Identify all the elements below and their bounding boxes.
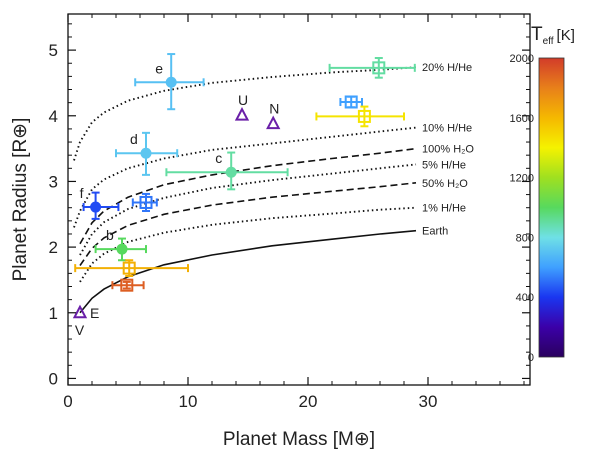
curve-label: 20% H/He	[422, 62, 472, 74]
planet-marker-circle	[116, 243, 128, 255]
planet-marker-square	[357, 109, 371, 123]
planet-label: d	[130, 131, 138, 147]
solar-system-planet: V	[75, 322, 85, 338]
solar-system-label: N	[269, 101, 279, 117]
curve-label: 1% H/He	[422, 203, 466, 215]
curve-5	[79, 206, 417, 283]
curve-6	[79, 229, 417, 314]
planet-point	[74, 259, 189, 277]
planet-point	[131, 192, 158, 212]
curve-label: Earth	[422, 226, 448, 238]
planet-point: c	[165, 150, 289, 191]
x-tick-label: 30	[419, 392, 438, 411]
planet-point	[328, 56, 416, 79]
planet-marker-square	[344, 95, 358, 109]
curve-2	[79, 147, 417, 245]
curve-4	[79, 182, 417, 266]
curve-1	[73, 126, 417, 228]
planet-marker-circle	[165, 76, 177, 88]
planet-marker-circle	[140, 147, 152, 159]
planet-marker-square	[139, 195, 153, 209]
y-tick-label: 1	[49, 304, 58, 323]
colorbar-tick-label: 2000	[510, 53, 534, 65]
x-tick-label: 20	[299, 392, 318, 411]
planet-label: b	[106, 227, 114, 243]
planet-point: e	[134, 53, 205, 111]
colorbar: 0 400 800 1200 1600 2000 Teff [K]	[510, 24, 575, 364]
curve-label: 50% H₂O	[422, 178, 468, 190]
planet-label: c	[215, 150, 222, 166]
x-tick-label: 10	[179, 392, 198, 411]
solar-system-planet: N	[266, 101, 281, 130]
triangle-marker	[266, 115, 281, 130]
planet-label: e	[155, 60, 163, 76]
plot-border	[67, 13, 531, 386]
planet-point	[339, 95, 363, 109]
colorbar-tick-label: 800	[516, 232, 534, 244]
colorbar-tick-label: 1600	[510, 113, 534, 125]
triangle-marker	[72, 304, 88, 319]
curve-label: 10% H/He	[422, 123, 472, 135]
planet-label: f	[80, 185, 84, 201]
triangle-marker	[234, 106, 250, 121]
axis-labels: Planet Mass [M⊕] Planet Radius [R⊕]	[10, 118, 375, 450]
planet-points: e d c f b EV U N	[72, 53, 416, 338]
y-tick-label: 0	[49, 369, 58, 388]
y-axis-label: Planet Radius [R⊕]	[10, 118, 31, 282]
axis-ticks: 0 10 20 30 0 1 2 3 4 5	[49, 14, 530, 411]
planet-point	[315, 105, 405, 128]
colorbar-tick-label: 0	[528, 352, 534, 364]
planet-point: b	[94, 227, 147, 262]
y-tick-label: 2	[49, 238, 58, 257]
x-tick-label: 0	[63, 392, 72, 411]
solar-system-planet: U	[234, 92, 250, 121]
planet-point	[111, 278, 145, 292]
planet-point: f	[80, 185, 120, 220]
solar-system-label: E	[90, 305, 99, 321]
planet-marker-square	[372, 61, 386, 75]
y-tick-label: 5	[49, 41, 58, 60]
plot-frame	[67, 13, 531, 386]
colorbar-gradient	[538, 57, 565, 358]
colorbar-title: Teff [K]	[531, 24, 575, 47]
planet-marker-circle	[90, 201, 102, 213]
solar-system-planet: E	[72, 304, 99, 321]
y-tick-label: 3	[49, 172, 58, 191]
y-tick-label: 4	[49, 107, 58, 126]
curve-3	[79, 163, 417, 256]
curve-label: 100% H₂O	[422, 144, 474, 156]
curve-label: 5% H/He	[422, 159, 466, 171]
solar-system-label: V	[75, 322, 85, 338]
colorbar-tick-label: 400	[516, 292, 534, 304]
model-curves: 20% H/He 10% H/He 100% H₂O 5% H/He 50% H₂O 1%…	[73, 62, 474, 314]
planet-marker-square	[122, 261, 136, 275]
planet-marker-circle	[225, 166, 237, 178]
curve-0	[73, 66, 417, 161]
colorbar-tick-label: 1200	[510, 173, 534, 185]
solar-system-label: U	[238, 92, 248, 108]
planet-point: d	[115, 131, 179, 176]
x-axis-label: Planet Mass [M⊕]	[223, 429, 375, 450]
planet-marker-square	[120, 278, 134, 292]
